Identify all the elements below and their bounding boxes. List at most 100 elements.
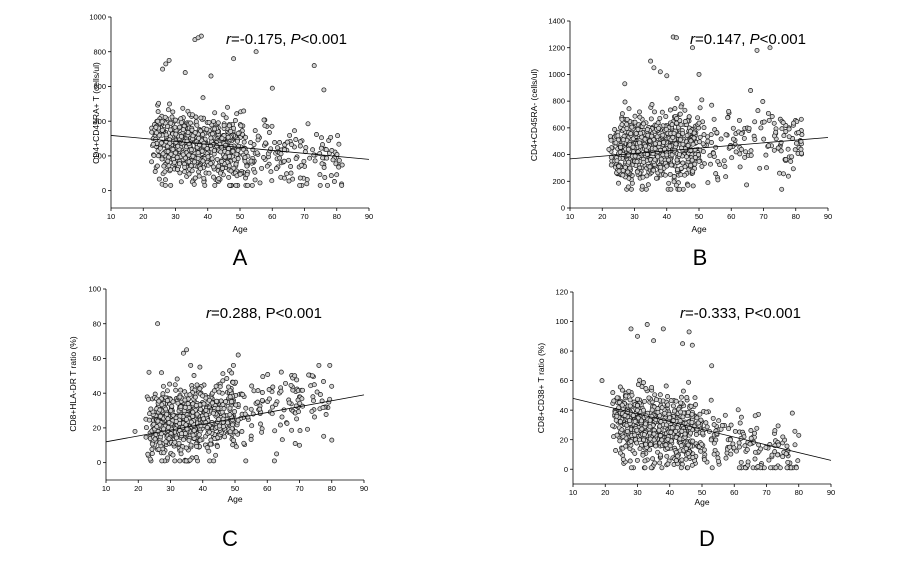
panel-c-x-tick-label: 90 <box>360 484 368 493</box>
panel-d-data-point <box>768 465 773 471</box>
panel-c-data-point <box>255 399 261 405</box>
panel-b-data-point <box>674 120 680 126</box>
panel-c-data-point <box>311 398 316 404</box>
panel-a-data-point <box>321 87 327 93</box>
panel-d-data-point <box>678 465 684 471</box>
panel-c-data-point <box>232 409 238 415</box>
panel-c-data-point <box>320 405 326 411</box>
panel-a-data-point <box>266 130 272 135</box>
panel-a-data-point <box>159 127 165 133</box>
panel-c-data-point <box>222 434 228 440</box>
panel-d-data-point <box>703 409 709 415</box>
panel-c-data-point <box>201 416 206 422</box>
panel-a-data-point <box>165 158 171 164</box>
panel-b-data-point <box>718 136 724 142</box>
panel-d-data-point <box>626 388 632 394</box>
panel-d-data-point <box>747 441 753 447</box>
panel-c-data-point <box>235 352 241 358</box>
panel-a-data-point <box>165 149 171 154</box>
panel-a-data-point <box>198 115 204 121</box>
panel-b-data-point <box>680 130 686 136</box>
panel-d-data-point <box>660 326 666 332</box>
panel-d-data-point <box>649 407 655 413</box>
panel-b-data-point <box>673 141 679 147</box>
panel-b-data-point <box>615 133 621 139</box>
panel-c-x-tick-label: 80 <box>328 484 336 493</box>
panel-a-data-point <box>167 140 173 146</box>
panel-d-data-point <box>711 451 717 457</box>
panel-b-data-point <box>657 69 663 75</box>
panel-c-data-point <box>194 443 200 449</box>
panel-c-data-point <box>146 417 152 423</box>
panel-c-data-point <box>186 437 192 443</box>
panel-a-data-point <box>178 134 184 139</box>
panel-b-data-point <box>708 161 713 167</box>
panel-b-data-point <box>674 116 680 121</box>
panel-d-data-point <box>680 341 686 347</box>
panel-a-data-point <box>305 121 311 127</box>
panel-b-data-point <box>627 165 633 171</box>
panel-b-data-point <box>755 108 761 114</box>
panel-c-data-point <box>160 383 166 389</box>
panel-b-data-point <box>700 149 706 155</box>
panel-b-x-tick-label: 20 <box>598 212 606 221</box>
panel-c-data-point <box>197 364 203 370</box>
panel-c-x-tick-label: 70 <box>295 484 303 493</box>
panel-b-data-point <box>647 138 653 144</box>
panel-a-data-point <box>245 182 251 188</box>
panel-c-data-point <box>242 411 248 417</box>
panel-a-data-point <box>231 157 237 163</box>
panel-c-data-point <box>155 418 161 424</box>
panel-a-data-point <box>164 123 170 129</box>
panel-b-data-point <box>682 164 688 170</box>
panel-b-data-point <box>677 111 683 117</box>
panel-d-y-tick-label: 60 <box>560 376 568 385</box>
panel-b-data-point <box>662 172 668 178</box>
panel-d-y-tick-label: 100 <box>555 317 568 326</box>
panel-b-data-point <box>779 186 785 192</box>
panel-d-data-point <box>701 447 707 453</box>
panel-a-letter: A <box>233 245 248 270</box>
panel-a-data-point <box>225 104 230 110</box>
panel-a-data-point <box>195 35 201 41</box>
panel-d-data-point <box>663 442 669 448</box>
panel-b-data-point <box>616 180 621 186</box>
panel-b-data-point <box>608 162 614 168</box>
panel-a-data-point <box>182 164 188 170</box>
panel-a-data-point <box>282 175 287 181</box>
panel-a-data-point <box>154 163 160 169</box>
panel-d-data-point <box>738 459 744 465</box>
panel-b-points <box>606 34 805 192</box>
panel-b-data-point <box>709 140 714 145</box>
panel-c-data-point <box>329 437 335 443</box>
panel-b-data-point <box>637 114 643 120</box>
panel-c-data-point <box>214 398 220 404</box>
panel-a-data-point <box>278 151 284 157</box>
panel-b-data-point <box>620 172 626 178</box>
panel-c-data-point <box>164 411 170 417</box>
panel-b-data-point <box>619 122 625 128</box>
panel-d-data-point <box>641 407 646 413</box>
panel-b-data-point <box>667 107 673 113</box>
panel-c-data-point <box>259 390 265 395</box>
panel-d-data-point <box>642 398 647 404</box>
panel-d-data-point <box>683 446 689 452</box>
panel-b-data-point <box>705 180 711 186</box>
panel-a-data-point <box>310 147 316 153</box>
panel-d-data-point <box>679 457 685 463</box>
panel-a-data-point <box>202 182 208 188</box>
panel-b-p-value: <0.001 <box>760 31 806 48</box>
panel-b-data-point <box>663 114 669 119</box>
panel-d-data-point <box>652 392 658 398</box>
panel-a-data-point <box>170 109 176 115</box>
panel-b-data-point <box>652 157 658 163</box>
panel-d-data-point <box>630 412 636 418</box>
panel-a-data-point <box>243 149 249 155</box>
panel-c: r=0.288, P<0.001 C 10 20 30 40 50 60 70 80 90 0 20… <box>68 285 368 551</box>
panel-c-data-point <box>193 455 199 460</box>
panel-c-data-point <box>198 406 204 412</box>
panel-b-data-point <box>630 144 636 150</box>
panel-a-data-point <box>201 175 207 181</box>
panel-b-data-point <box>743 149 749 155</box>
panel-d-points <box>599 322 802 471</box>
